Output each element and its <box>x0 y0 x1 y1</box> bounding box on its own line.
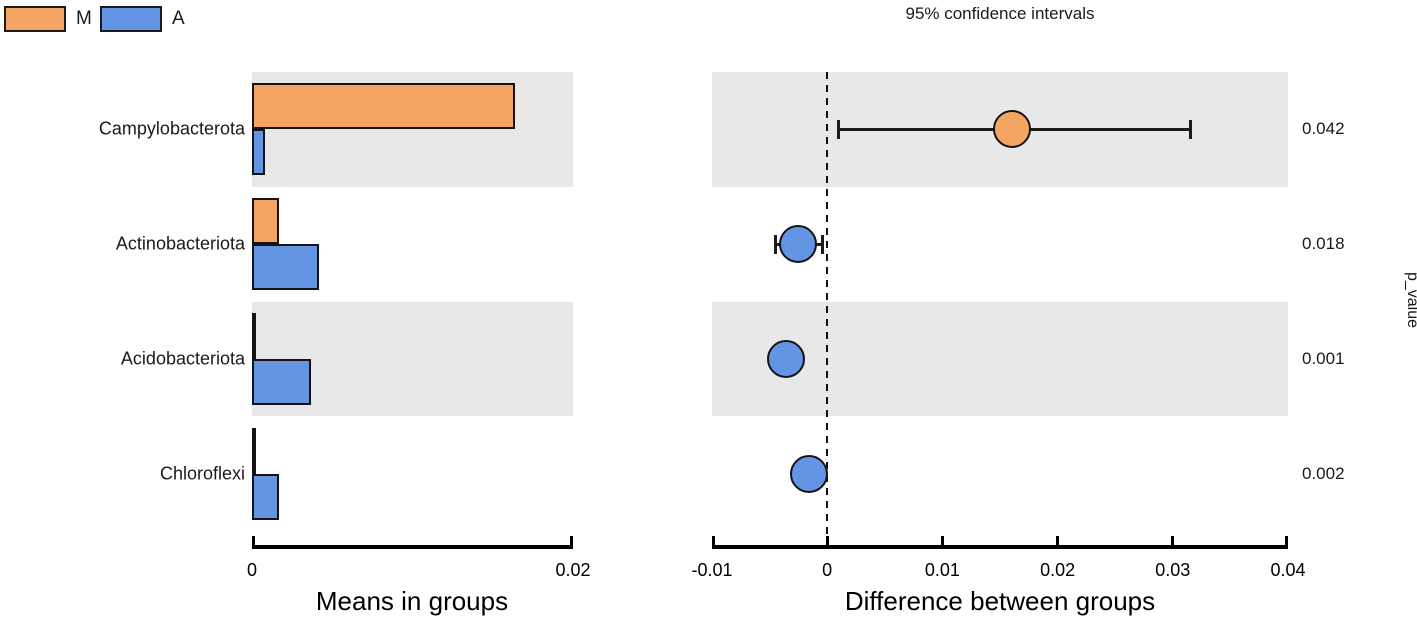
axis-tick <box>1056 536 1060 545</box>
p-value-axis-label: p_value <box>1404 271 1417 329</box>
difference-axis-label: Difference between groups <box>844 586 1156 616</box>
axis-tick-label: 0.02 <box>555 560 591 580</box>
chart-title: 95% confidence intervals <box>905 4 1095 23</box>
axis-tick-label: 0.02 <box>1040 560 1076 580</box>
axis-tick <box>1285 536 1288 545</box>
ci-cap <box>837 119 841 139</box>
row-band <box>712 301 1288 417</box>
axis-tick-label: 0 <box>822 560 833 580</box>
axis-tick-label: 0 <box>246 560 258 580</box>
axis-tick-label: 0.01 <box>924 560 960 580</box>
difference-dot <box>779 225 818 264</box>
p-value: 0.001 <box>1302 348 1345 368</box>
difference-dot <box>766 339 805 378</box>
mean-bar-a <box>252 358 312 405</box>
p-value: 0.002 <box>1302 463 1345 483</box>
means-panel <box>252 72 573 531</box>
legend-swatch-group-m <box>4 6 66 32</box>
p-value: 0.042 <box>1302 119 1345 139</box>
mean-bar-m <box>252 427 256 474</box>
axis-tick <box>712 536 715 545</box>
difference-dot <box>992 110 1031 149</box>
mean-bar-m <box>252 312 256 359</box>
ci-cap <box>1188 119 1192 139</box>
axis-tick <box>1171 536 1175 545</box>
mean-bar-m <box>252 83 516 130</box>
axis-tick <box>825 536 829 545</box>
axis-tick-label: 0.04 <box>1270 560 1306 580</box>
category-label: Acidobacteriota <box>120 348 245 369</box>
category-label: Chloroflexi <box>159 463 245 484</box>
ci-cap <box>821 234 825 254</box>
axis-tick-label: 0.03 <box>1155 560 1191 580</box>
difference-panel <box>712 72 1288 547</box>
category-label: Actinobacteriota <box>115 233 245 254</box>
axis-tick <box>940 536 944 545</box>
category-label: Campylobacterota <box>98 118 245 139</box>
mean-bar-a <box>252 473 280 520</box>
legend-label-group-m: M <box>76 8 92 29</box>
axis-tick <box>570 536 573 545</box>
zero-reference-line <box>825 72 829 547</box>
axis-tick-label: -0.01 <box>691 560 733 580</box>
mean-bar-m <box>252 198 280 245</box>
axis-line <box>712 545 1288 549</box>
means-axis-label: Means in groups <box>315 586 509 616</box>
legend-swatch-group-a <box>100 6 162 32</box>
axis-tick <box>252 536 255 545</box>
mean-bar-a <box>252 244 320 291</box>
difference-dot <box>789 454 828 493</box>
legend-label-group-a: A <box>172 8 185 29</box>
mean-bar-a <box>252 129 265 176</box>
ci-cap <box>773 234 777 254</box>
p-value: 0.018 <box>1302 234 1345 254</box>
axis-line <box>252 545 573 549</box>
